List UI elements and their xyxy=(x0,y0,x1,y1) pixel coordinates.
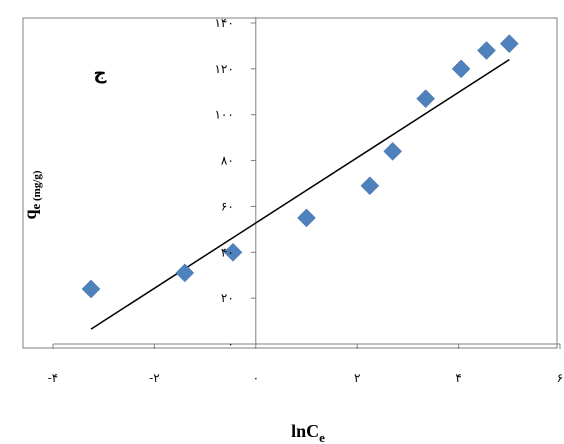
data-point-0 xyxy=(81,279,101,299)
x-tick-label-0: -۴ xyxy=(48,371,59,385)
x-tick-label-3: ۲ xyxy=(354,371,360,385)
y-tick-label-2: ۴۰ xyxy=(221,245,234,259)
y-axis-title: qe (mg/g) xyxy=(20,170,43,219)
panel-label: ج xyxy=(94,63,107,84)
data-point-2 xyxy=(223,242,243,262)
trendline xyxy=(90,59,510,330)
data-points xyxy=(81,34,519,299)
data-point-6 xyxy=(416,89,435,109)
data-point-1 xyxy=(175,263,195,283)
x-axis-title: lnCe xyxy=(291,421,325,444)
trendline-layer xyxy=(90,59,510,330)
data-point-9 xyxy=(499,34,519,53)
x-tick-label-2: ۰ xyxy=(253,371,259,385)
y-tick-label-4: ۸۰ xyxy=(221,154,234,168)
x-tick-label-5: ۶ xyxy=(557,371,563,385)
y-tick-label-1: ۲۰ xyxy=(221,291,234,305)
data-point-5 xyxy=(383,142,403,161)
y-tick-label-6: ۱۲۰ xyxy=(214,62,233,76)
plot-area-frame xyxy=(22,17,558,349)
y-tick-label-7: ۱۴۰ xyxy=(214,16,233,30)
x-tick-label-1: -۲ xyxy=(149,371,160,385)
data-point-8 xyxy=(477,41,496,60)
axes xyxy=(52,17,561,349)
data-point-3 xyxy=(297,208,316,228)
data-point-7 xyxy=(451,59,471,79)
y-tick-label-0: ۰ xyxy=(227,337,233,351)
y-tick-label-5: ۱۰۰ xyxy=(214,108,233,122)
x-tick-label-4: ۴ xyxy=(455,371,461,385)
y-tick-label-3: ۶۰ xyxy=(221,199,234,213)
data-point-4 xyxy=(360,176,380,196)
